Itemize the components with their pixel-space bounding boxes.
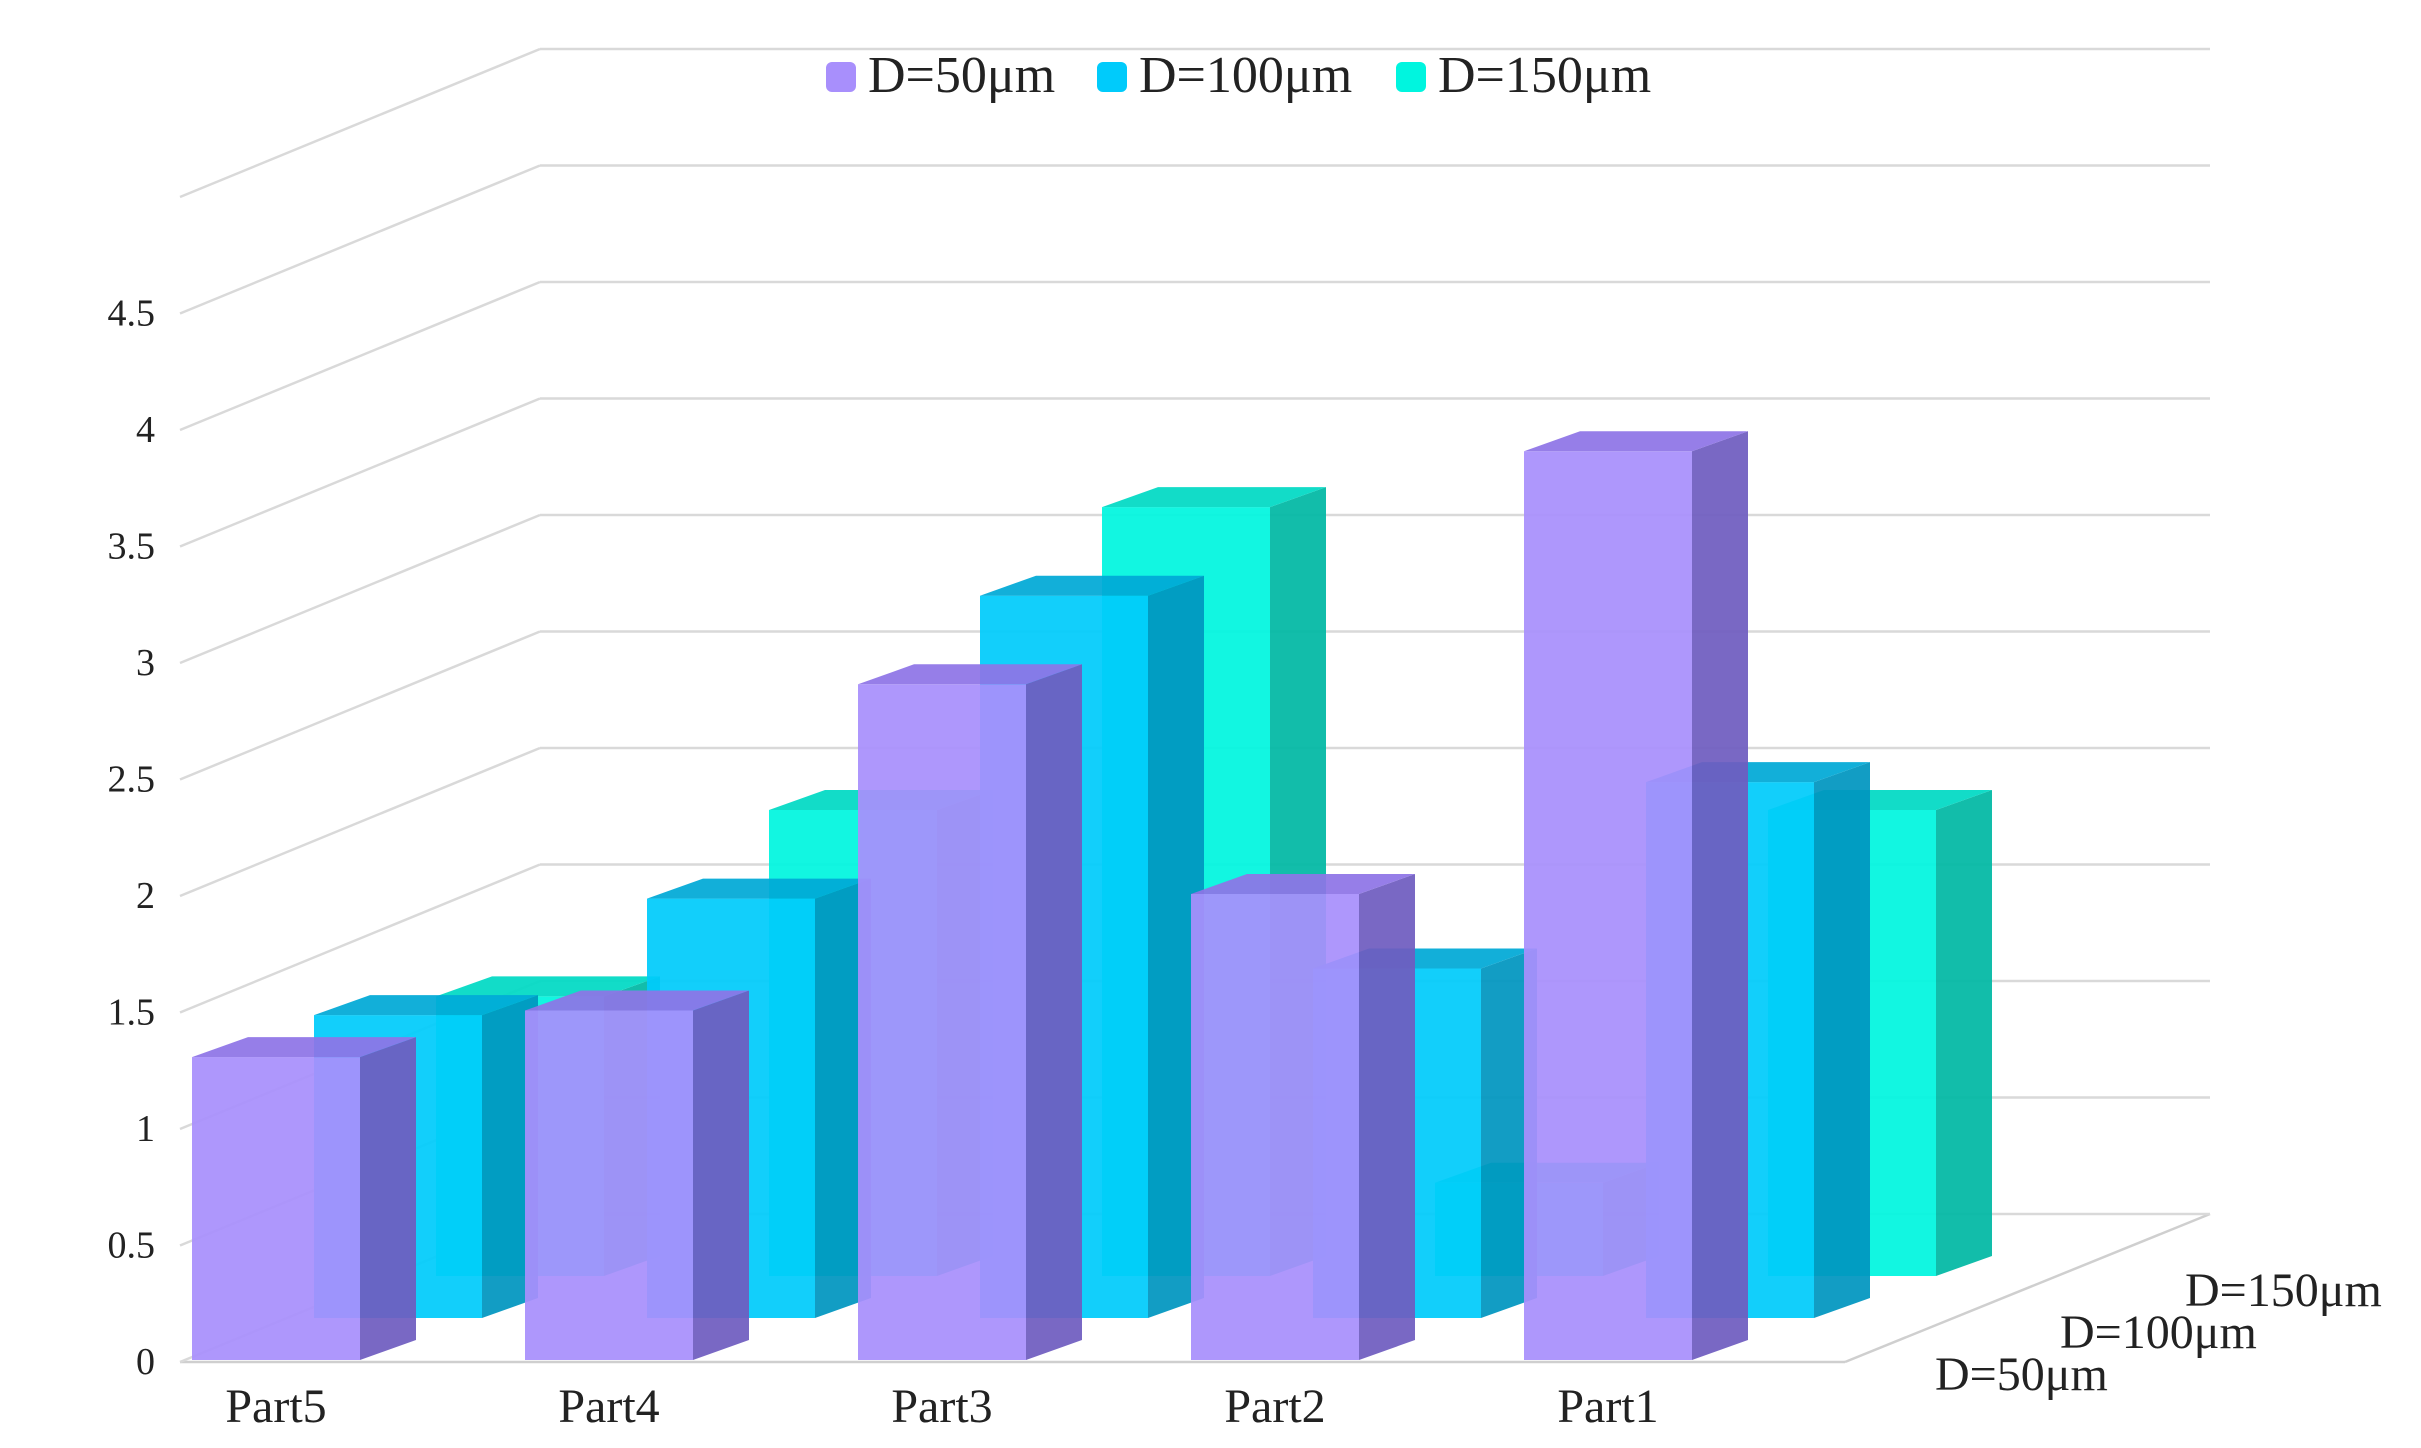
legend: D=50μm D=100μm D=150μm [826,47,1651,104]
bar-top-face [1191,874,1415,894]
bar-d-50-m-part1 [1524,431,1748,1360]
legend-swatch [826,62,856,92]
bar-front-face [1191,894,1359,1360]
legend-item-d-100-m: D=100μm [1097,47,1352,104]
bar-side-face [360,1037,416,1360]
y-tick-label: 1.5 [108,992,156,1034]
bar-side-face [1026,664,1082,1360]
x-axis-category-labels: Part5 Part4 Part3 Part2 Part1 [225,1380,1658,1433]
bar-side-face [1359,874,1415,1360]
gridline-side-3 [179,863,541,1014]
depth-tick-label: D=50μm [1935,1348,2108,1401]
y-tick-label: 0 [136,1341,155,1383]
bar-side-face [1936,790,1992,1276]
chart-walls [180,1212,2211,1364]
bar-front-face [525,1010,693,1360]
y-tick-label: 4.5 [108,293,156,335]
gridline-side-6 [179,513,541,665]
bar-front-face [1524,451,1692,1360]
y-tick-label: 2 [136,875,155,917]
legend-item-d-150-m: D=150μm [1396,47,1651,104]
x-tick-label: Part2 [1224,1380,1325,1433]
y-tick-label: 3 [136,642,155,684]
bar-side-face [1148,575,1204,1318]
gridline-side-4 [179,746,541,898]
bar-top-face [858,664,1082,685]
bar-side-face [1692,431,1748,1360]
x-tick-label: Part3 [891,1380,992,1433]
bar-d-50-m-part5 [192,1037,416,1360]
bar-top-face [980,575,1204,596]
y-tick-label: 2.5 [108,759,156,801]
y-tick-label: 1 [136,1108,155,1150]
y-tick-label: 4 [136,409,155,451]
x-tick-label: Part4 [558,1380,659,1433]
legend-item-d-50-m: D=50μm [826,47,1055,104]
bar-top-face [314,995,538,1016]
bar-top-face [1102,487,1326,508]
bar-side-face [1481,948,1537,1318]
legend-label: D=150μm [1438,47,1651,104]
depth-tick-label: D=100μm [2060,1306,2257,1359]
gridline-side-9 [179,164,541,315]
x-tick-label: Part5 [225,1380,326,1433]
bar-d-50-m-part2 [1191,874,1415,1360]
legend-label: D=100μm [1139,47,1352,104]
bar-side-face [482,995,538,1318]
bar-d-50-m-part3 [858,664,1082,1360]
bar-side-face [815,878,871,1318]
y-axis-tick-labels: 0 0.5 1 1.5 2 2.5 3 3.5 4 4.5 [108,293,156,1384]
y-tick-label: 0.5 [108,1225,156,1267]
bar-top-face [1524,431,1748,452]
x-tick-label: Part1 [1557,1380,1658,1433]
gridline-side-8 [179,280,541,432]
bar-side-face [693,990,749,1360]
legend-swatch [1097,62,1127,92]
bars [192,431,1992,1360]
bar-top-face [647,878,871,899]
bar-front-face [858,684,1026,1360]
floor-right-edge [1844,1212,2211,1364]
y-tick-label: 3.5 [108,526,156,568]
legend-label: D=50μm [868,47,1055,104]
depth-tick-label: D=150μm [2185,1264,2382,1317]
gridline-side-5 [179,630,541,781]
bar-top-face [525,990,749,1011]
legend-swatch [1396,62,1426,92]
bar-d-50-m-part4 [525,990,749,1360]
gridline-side-10 [179,47,541,199]
bar-front-face [192,1057,360,1360]
bar-top-face [192,1037,416,1058]
gridline-side-7 [179,397,541,548]
bar-side-face [1814,762,1870,1318]
